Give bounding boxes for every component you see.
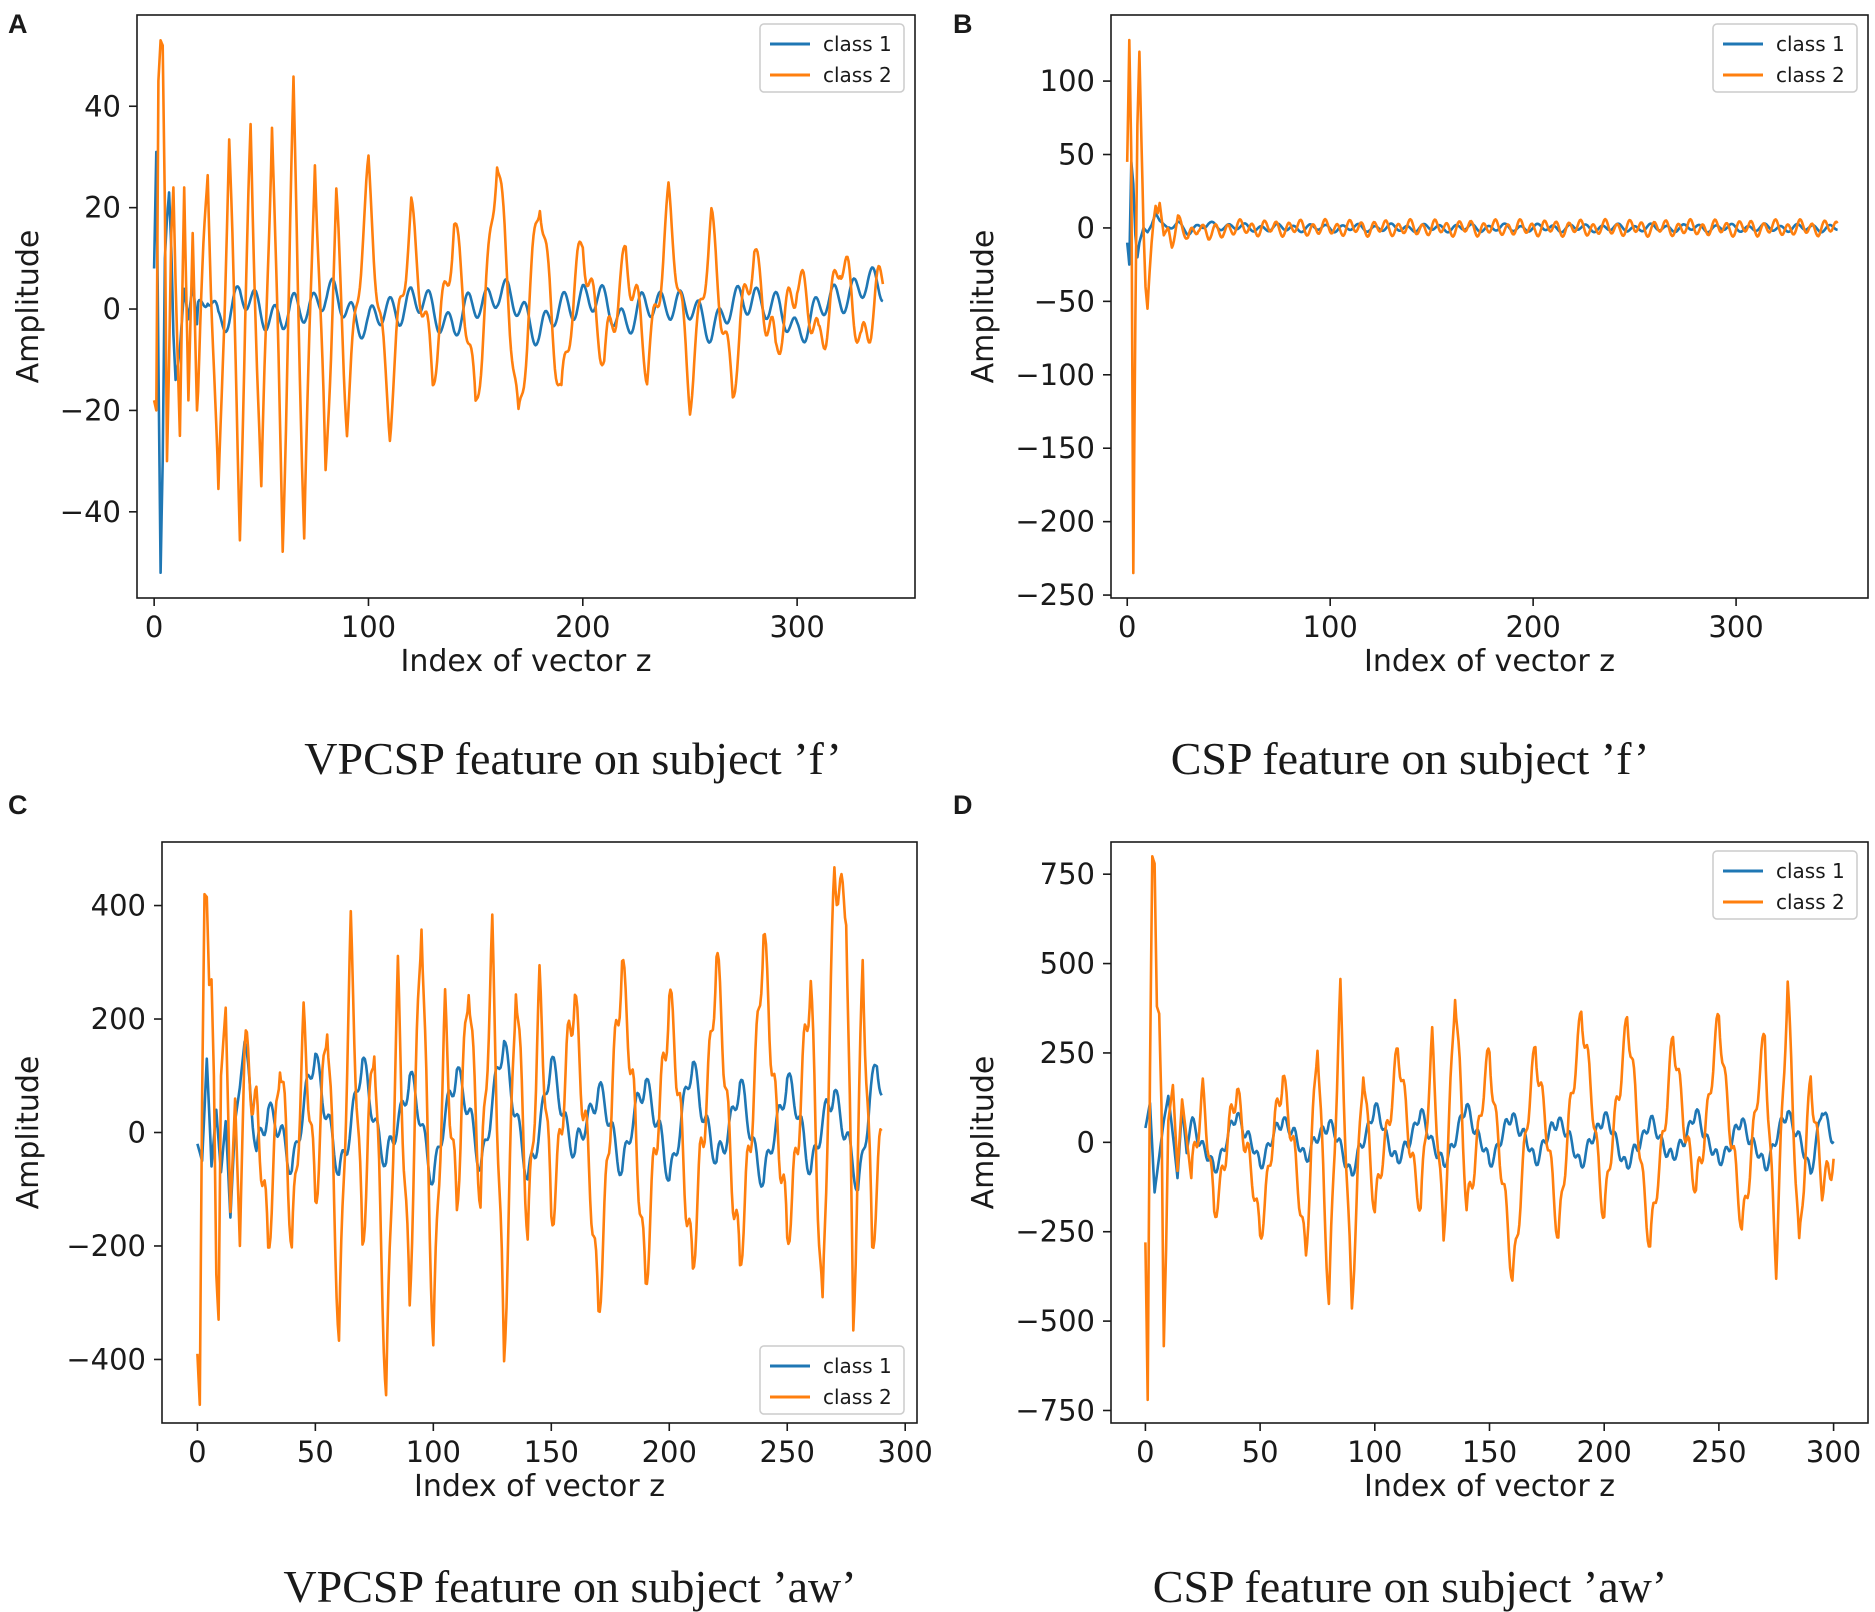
- x-tick-label: 250: [760, 1435, 815, 1469]
- y-tick-label: −40: [60, 495, 121, 529]
- x-tick-label: 300: [1806, 1435, 1861, 1469]
- legend-label-class-2: class 2: [1776, 63, 1845, 87]
- x-tick-label: 300: [769, 610, 824, 644]
- legend-label-class-2: class 2: [823, 63, 892, 87]
- legend: class 1 class 2: [1712, 23, 1858, 93]
- y-axis-label: Amplitude: [966, 230, 1001, 384]
- chart-panel-a: A 0 100 200 300 −40 −20 0 20 40 Index of vector z A…: [8, 9, 916, 784]
- legend-label-class-1: class 1: [1776, 32, 1845, 56]
- y-tick-label: 400: [91, 889, 146, 923]
- y-tick-label: −50: [1034, 284, 1095, 318]
- plot-frame: [1110, 841, 1869, 1424]
- x-tick-label: 100: [406, 1435, 461, 1469]
- series-line-class-2: [1125, 38, 1839, 575]
- x-tick-label: 300: [1708, 610, 1763, 644]
- plot-frame: [1110, 14, 1869, 599]
- x-tick-label: 0: [1118, 610, 1136, 644]
- chart-panel-c: C 0 50 100 150 200 250 300 −400 −200 0 200 400 Index …: [8, 790, 933, 1612]
- x-axis-label: Index of vector z: [414, 1469, 665, 1504]
- y-tick-label: 0: [128, 1116, 146, 1150]
- panel-caption: VPCSP feature on subject ’aw’: [283, 1561, 856, 1612]
- y-tick-label: 200: [91, 1002, 146, 1036]
- panel-caption: VPCSP feature on subject ’f’: [304, 733, 841, 784]
- y-tick-label: 250: [1040, 1036, 1095, 1070]
- y-tick-label: 750: [1040, 857, 1095, 891]
- y-tick-label: 500: [1040, 947, 1095, 981]
- legend: class 1 class 2: [759, 23, 905, 93]
- x-tick-label: 50: [297, 1435, 334, 1469]
- x-tick-label: 0: [145, 610, 163, 644]
- y-tick-label: −100: [1015, 358, 1095, 392]
- y-tick-label: −200: [66, 1229, 146, 1263]
- x-tick-label: 150: [524, 1435, 579, 1469]
- y-tick-label: −20: [60, 393, 121, 427]
- legend: class 1 class 2: [759, 1345, 905, 1415]
- y-tick-label: 100: [1040, 64, 1095, 98]
- legend-label-class-1: class 1: [823, 1354, 892, 1378]
- series-line-class-1: [1144, 1094, 1835, 1194]
- panel-letter: C: [8, 790, 28, 820]
- y-axis-label: Amplitude: [11, 1056, 46, 1210]
- x-tick-label: 200: [642, 1435, 697, 1469]
- y-tick-label: 0: [1077, 211, 1095, 245]
- x-tick-label: 250: [1691, 1435, 1746, 1469]
- series-line-class-2: [1144, 855, 1835, 1402]
- panel-caption: CSP feature on subject ’f’: [1171, 733, 1650, 784]
- y-tick-label: −200: [1015, 505, 1095, 539]
- x-axis-label: Index of vector z: [400, 644, 651, 679]
- y-tick-label: −500: [1015, 1304, 1095, 1338]
- x-tick-label: 200: [1505, 610, 1560, 644]
- x-axis-label: Index of vector z: [1364, 1469, 1615, 1504]
- y-tick-label: −150: [1015, 431, 1095, 465]
- y-axis-label: Amplitude: [11, 230, 46, 384]
- panel-caption: CSP feature on subject ’aw’: [1153, 1561, 1667, 1612]
- series-line-class-2: [196, 866, 883, 1407]
- series-line-class-1: [196, 1039, 883, 1219]
- y-tick-label: 0: [1077, 1125, 1095, 1159]
- series-line-class-1: [1125, 160, 1838, 266]
- x-tick-label: 200: [1577, 1435, 1632, 1469]
- y-tick-label: −250: [1015, 1215, 1095, 1249]
- x-tick-label: 100: [1303, 610, 1358, 644]
- y-axis-label: Amplitude: [966, 1056, 1001, 1210]
- legend-label-class-2: class 2: [823, 1385, 892, 1409]
- x-tick-label: 0: [1136, 1435, 1154, 1469]
- y-tick-label: 40: [84, 89, 121, 123]
- y-tick-label: 0: [103, 292, 121, 326]
- legend-label-class-1: class 1: [1776, 859, 1845, 883]
- x-tick-label: 100: [1347, 1435, 1402, 1469]
- y-tick-label: −750: [1015, 1393, 1095, 1427]
- x-tick-label: 0: [188, 1435, 206, 1469]
- chart-panel-d: D 0 50 100 150 200 250 300 −750 −500 −250 0 250 500 75…: [953, 790, 1869, 1612]
- y-tick-label: −400: [66, 1342, 146, 1376]
- x-tick-label: 100: [341, 610, 396, 644]
- panel-letter: A: [8, 9, 28, 39]
- y-tick-label: 20: [84, 191, 121, 225]
- panel-letter: B: [953, 9, 973, 39]
- legend-label-class-2: class 2: [1776, 890, 1845, 914]
- legend: class 1 class 2: [1712, 850, 1858, 920]
- chart-panel-b: B0 100 200 300−250−200−150−100−50050100Inde…: [953, 9, 1869, 784]
- panel-letter: D: [953, 790, 973, 820]
- series-line-class-2: [152, 39, 885, 553]
- x-tick-label: 50: [1242, 1435, 1279, 1469]
- legend-label-class-1: class 1: [823, 32, 892, 56]
- x-axis-label: Index of vector z: [1364, 644, 1615, 679]
- y-tick-label: −250: [1015, 578, 1095, 612]
- x-tick-label: 200: [555, 610, 610, 644]
- plot-frame: [136, 14, 916, 599]
- x-tick-label: 150: [1462, 1435, 1517, 1469]
- y-tick-label: 50: [1058, 138, 1095, 172]
- x-tick-label: 300: [878, 1435, 933, 1469]
